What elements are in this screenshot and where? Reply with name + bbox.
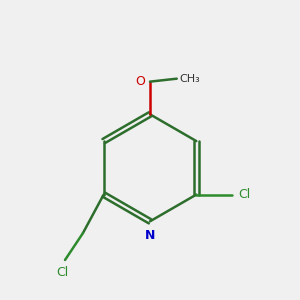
Text: CH₃: CH₃ bbox=[180, 74, 200, 84]
Text: N: N bbox=[145, 229, 155, 242]
Text: Cl: Cl bbox=[238, 188, 250, 201]
Text: O: O bbox=[136, 75, 146, 88]
Text: Cl: Cl bbox=[56, 266, 68, 279]
